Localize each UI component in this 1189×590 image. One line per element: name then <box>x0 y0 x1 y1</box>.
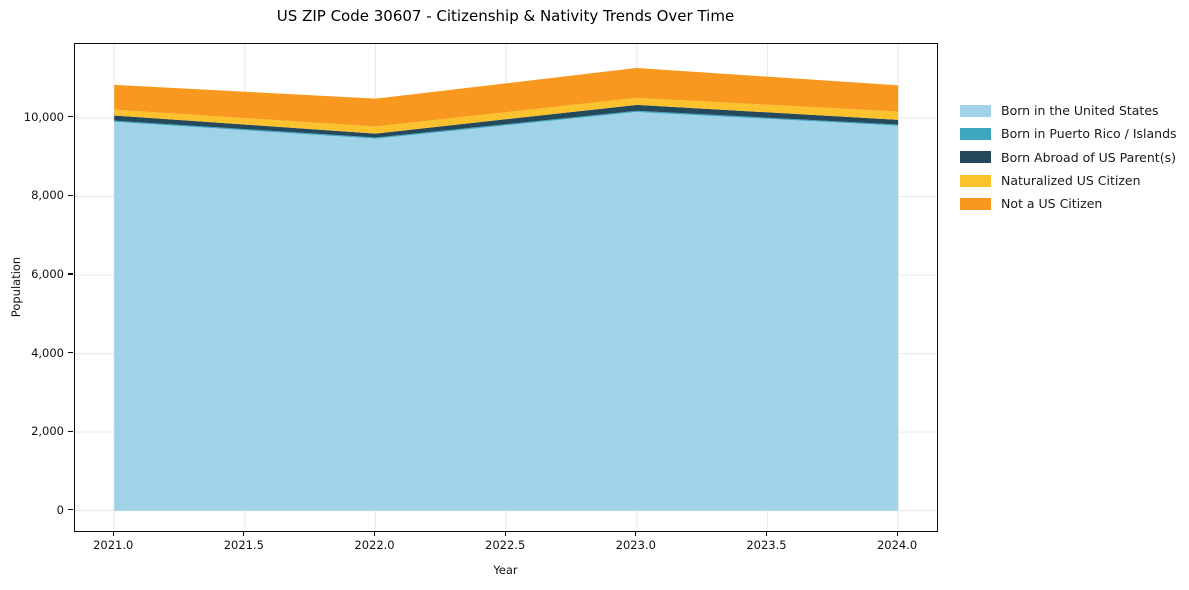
area-series-0 <box>114 111 899 511</box>
y-tick-mark <box>68 194 73 197</box>
legend-swatch-icon <box>960 174 991 187</box>
area-series-4 <box>114 67 899 127</box>
legend-swatch-icon <box>960 151 991 164</box>
legend-item-1: Born in Puerto Rico / Islands <box>960 122 1177 145</box>
legend-label: Naturalized US Citizen <box>1001 173 1141 189</box>
y-axis-label: Population <box>9 256 23 318</box>
area-series-2 <box>114 104 899 138</box>
x-axis-label: Year <box>493 563 518 577</box>
legend-label: Born Abroad of US Parent(s) <box>1001 149 1176 165</box>
x-tick-mark <box>635 530 637 536</box>
plot-area <box>74 43 938 532</box>
x-tick-label: 2022.5 <box>485 538 526 552</box>
y-tick-label: 8,000 <box>31 188 64 203</box>
area-series-3 <box>114 97 899 134</box>
y-tick-label: 10,000 <box>23 109 64 124</box>
x-tick-label: 2021.5 <box>223 538 264 552</box>
stacked-area-chart <box>75 44 936 530</box>
legend-item-0: Born in the United States <box>960 99 1177 122</box>
y-tick-label: 6,000 <box>31 267 64 282</box>
y-tick-mark <box>68 430 73 432</box>
y-tick-mark <box>68 509 73 511</box>
y-tick-mark <box>68 273 73 275</box>
x-tick-label: 2023.0 <box>615 538 656 552</box>
legend-label: Born in Puerto Rico / Islands <box>1001 126 1177 142</box>
y-tick-label: 0 <box>56 502 64 517</box>
legend-item-4: Not a US Citizen <box>960 192 1177 215</box>
y-tick-label: 2,000 <box>31 424 64 439</box>
x-tick-label: 2024.0 <box>876 538 918 552</box>
legend-swatch-icon <box>960 104 991 117</box>
x-tick-label: 2021.0 <box>93 538 134 552</box>
x-tick-mark <box>112 530 114 536</box>
y-tick-mark <box>68 116 73 118</box>
legend-swatch-icon <box>960 127 991 140</box>
x-tick-mark <box>243 530 245 536</box>
y-tick-label: 4,000 <box>31 345 64 360</box>
x-tick-mark <box>896 530 898 536</box>
x-tick-mark <box>504 530 506 536</box>
chart-title: US ZIP Code 30607 - Citizenship & Nativi… <box>276 7 735 25</box>
legend-swatch-icon <box>960 197 991 210</box>
y-tick-mark <box>68 351 73 354</box>
x-tick-label: 2023.5 <box>746 538 787 552</box>
x-tick-label: 2022.0 <box>354 538 395 552</box>
legend-item-2: Born Abroad of US Parent(s) <box>960 146 1177 169</box>
x-tick-mark <box>373 530 376 536</box>
area-series-1 <box>114 110 899 139</box>
legend-label: Not a US Citizen <box>1001 196 1103 212</box>
legend: Born in the United States Born in Puerto … <box>960 99 1177 215</box>
x-tick-mark <box>765 530 768 536</box>
legend-label: Born in the United States <box>1001 103 1159 119</box>
legend-item-3: Naturalized US Citizen <box>960 169 1177 192</box>
